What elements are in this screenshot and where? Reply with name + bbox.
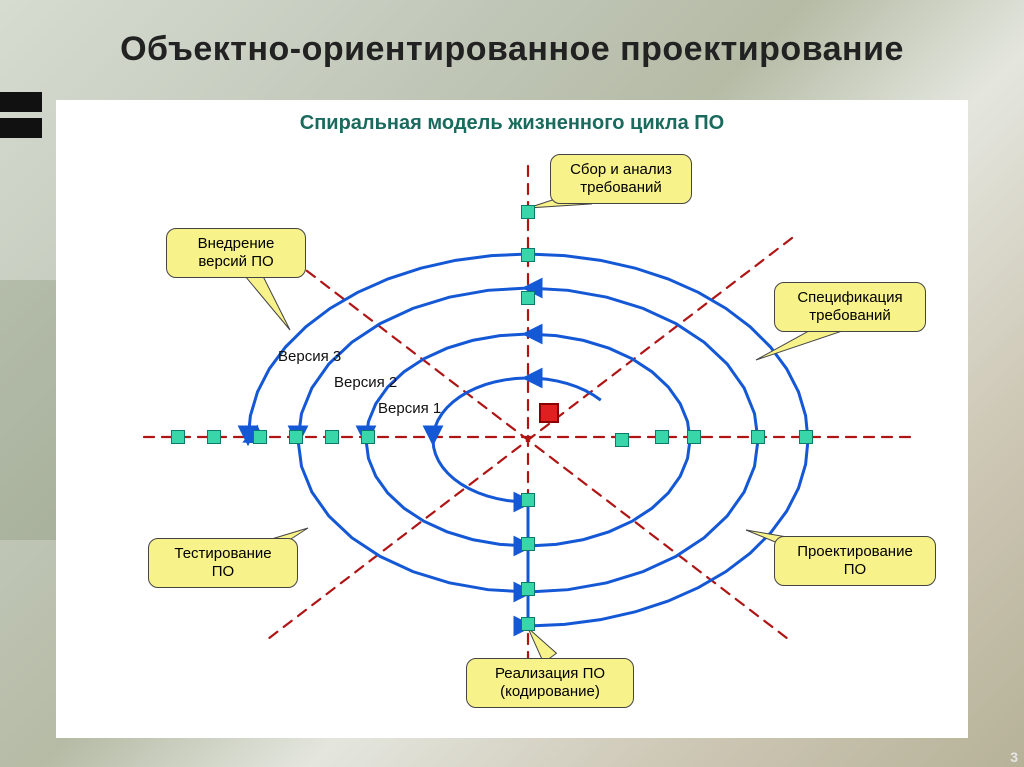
callout-impl: Реализация ПО (кодирование) [466, 658, 634, 708]
version-label: Версия 3 [278, 348, 341, 365]
callout-design: Проектирование ПО [774, 536, 936, 586]
phase-marker [799, 430, 813, 444]
slide: Объектно-ориентированное проектирование … [0, 0, 1024, 767]
callout-req-spec: Спецификация требований [774, 282, 926, 332]
phase-marker [521, 617, 535, 631]
phase-marker [207, 430, 221, 444]
callout-test: Тестирование ПО [148, 538, 298, 588]
phase-marker [655, 430, 669, 444]
phase-marker [521, 205, 535, 219]
content-panel: Спиральная модель жизненного цикла ПО Сб… [56, 100, 968, 738]
callout-deploy: Внедрение версий ПО [166, 228, 306, 278]
phase-marker [687, 430, 701, 444]
page-title: Объектно-ориентированное проектирование [0, 30, 1024, 69]
phase-marker [615, 433, 629, 447]
version-label: Версия 2 [334, 374, 397, 391]
phase-marker [521, 537, 535, 551]
phase-marker [521, 493, 535, 507]
version-label: Версия 1 [378, 400, 441, 417]
phase-marker [521, 582, 535, 596]
phase-marker [289, 430, 303, 444]
phase-marker [253, 430, 267, 444]
diagram-overlay: Сбор и анализ требований Спецификация тре… [56, 100, 968, 738]
phase-marker [361, 430, 375, 444]
phase-marker [751, 430, 765, 444]
callout-req-collect: Сбор и анализ требований [550, 154, 692, 204]
phase-marker [325, 430, 339, 444]
phase-marker [521, 291, 535, 305]
left-accent-bars [0, 92, 42, 144]
page-number: 3 [1010, 749, 1018, 765]
phase-marker [521, 248, 535, 262]
phase-marker [171, 430, 185, 444]
